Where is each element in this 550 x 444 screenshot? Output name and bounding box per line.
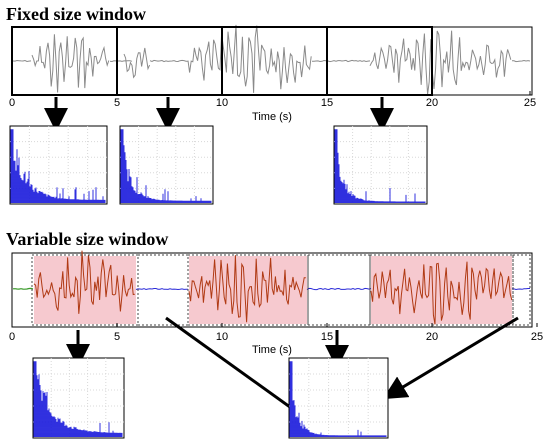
fixed-spectrum-3 [333, 125, 428, 205]
variable-window-heading: Variable size window [6, 229, 169, 249]
fixed-xlabel: Time (s) [252, 111, 292, 123]
variable-tick-10: 10 [216, 331, 228, 343]
spectrum-trace [289, 361, 387, 437]
fixed-window-4 [326, 26, 433, 96]
variable-window-4 [307, 254, 371, 326]
variable-active-shade-2 [189, 256, 307, 324]
variable-arrow-2 [165, 316, 318, 428]
variable-spectrum-2 [288, 357, 389, 439]
variable-window-5 [369, 254, 514, 326]
fixed-tick-10: 10 [216, 97, 228, 109]
variable-tick-15: 15 [321, 331, 333, 343]
spectrum-frame [333, 125, 428, 205]
variable-tick-0: 0 [9, 331, 15, 343]
spectrum-trace [120, 129, 212, 203]
variable-x-ticks [11, 323, 538, 327]
spectrum-trace [33, 361, 123, 437]
fixed-x-ticks [11, 91, 531, 95]
fixed-spectrum-1 [9, 125, 108, 205]
variable-tick-20: 20 [426, 331, 438, 343]
variable-quiet-trace [135, 287, 530, 291]
variable-window-6 [512, 254, 531, 326]
fixed-tick-25: 25 [524, 97, 536, 109]
variable-tick-5: 5 [114, 331, 120, 343]
fixed-tick-0: 0 [9, 97, 15, 109]
fixed-signal-trace [12, 24, 531, 95]
variable-signal-plot: 0 5 10 15 20 25 Time (s) [9, 250, 543, 356]
fixed-tick-5: 5 [114, 97, 120, 109]
variable-active-trace [33, 250, 513, 325]
variable-spectrum-1 [32, 357, 125, 439]
variable-start-trace [12, 287, 34, 290]
variable-arrow-4 [382, 316, 519, 400]
spectrum-frame [119, 125, 214, 205]
spectrum-frame [288, 357, 389, 439]
fixed-signal-plot: 0 5 10 15 20 25 Time (s) [9, 24, 536, 123]
variable-window-3 [187, 254, 309, 326]
fixed-spectrum-2 [119, 125, 214, 205]
spectrum-trace [334, 129, 426, 203]
fixed-tick-15: 15 [321, 97, 333, 109]
fixed-window-heading: Fixed size window [6, 4, 147, 24]
spectrum-trace [10, 129, 106, 203]
variable-tick-25: 25 [531, 331, 543, 343]
variable-xlabel: Time (s) [252, 344, 292, 356]
fixed-tick-20: 20 [426, 97, 438, 109]
